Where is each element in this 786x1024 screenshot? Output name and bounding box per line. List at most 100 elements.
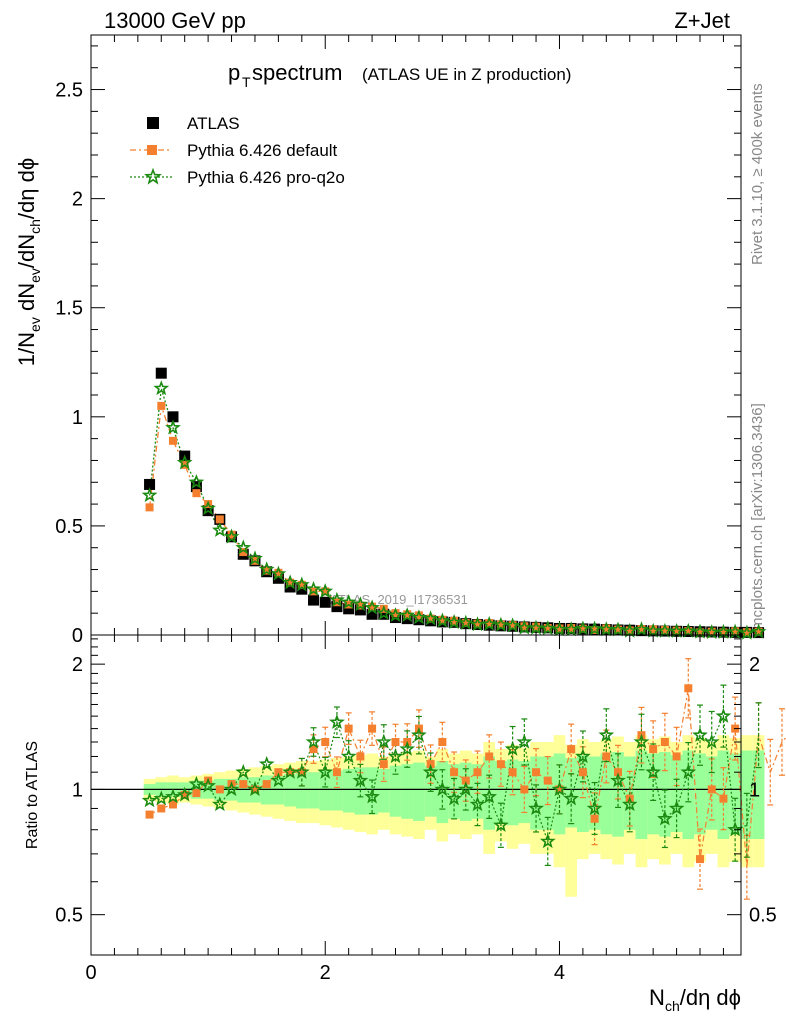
main-axis-ticks: 0 0.5 1 1.5 2 2.5 xyxy=(55,35,741,647)
default-point xyxy=(508,621,517,630)
ratio-default-point xyxy=(719,794,728,803)
x-tick-label: 0 xyxy=(85,962,96,984)
ratio-band-inner xyxy=(413,762,425,821)
title-sub: T xyxy=(242,74,251,90)
ratio-band-inner xyxy=(530,756,542,830)
ratio-default-point xyxy=(707,785,716,794)
default-point xyxy=(321,587,330,596)
legend-proq2o-marker xyxy=(144,167,162,185)
ratio-proq2o-point xyxy=(223,781,240,797)
ratio-proq2o-point xyxy=(539,833,556,849)
ratio-proq2o-point xyxy=(434,781,451,797)
title-paren: (ATLAS UE in Z production) xyxy=(362,65,571,84)
default-point xyxy=(215,515,224,524)
default-point xyxy=(227,530,236,539)
legend-proq2o-label: Pythia 6.426 pro-q2o xyxy=(187,168,345,187)
proq2o-point xyxy=(738,624,755,640)
ratio-proq2o-point xyxy=(469,796,486,812)
title-main: spectrum xyxy=(252,60,342,85)
atlas-point xyxy=(378,608,390,620)
proq2o-point xyxy=(165,419,181,435)
ratio-band-inner xyxy=(600,753,613,835)
atlas-point xyxy=(343,603,355,615)
default-point xyxy=(602,624,611,633)
ratio-default-point xyxy=(286,768,295,777)
proq2o-point xyxy=(645,622,662,638)
ratio-default-point xyxy=(590,814,599,823)
ratio-proq2o-point xyxy=(504,740,521,756)
proq2o-point xyxy=(387,607,404,623)
ratio-proq2o-point xyxy=(657,810,673,826)
process-label: Z+Jet xyxy=(674,8,730,33)
ratio-proq2o-point xyxy=(317,763,334,779)
main-panel: 00.511.522.5 ATLAS_2019_I1736531 xyxy=(55,34,767,647)
ratio-proq2o-point xyxy=(258,755,275,771)
proq2o-point xyxy=(176,454,193,470)
ratio-band-inner xyxy=(670,754,683,833)
legend-star-shape xyxy=(144,167,162,185)
ratio-default-point xyxy=(672,752,681,761)
proq2o-point xyxy=(551,621,568,637)
default-point xyxy=(485,619,494,627)
ratio-panel: 0.5 0.5 1 1 2 2 0 2 4 xyxy=(55,634,786,984)
atlas-point xyxy=(308,594,320,606)
ratio-y-tick-label-right: 1 xyxy=(749,779,760,801)
ratio-default-point xyxy=(485,752,494,761)
ratio-band-inner xyxy=(694,753,706,835)
default-point xyxy=(614,625,623,634)
default-point xyxy=(543,624,552,633)
ratio-proq2o-point xyxy=(141,792,158,808)
ratio-band-inner xyxy=(635,750,648,840)
title-p: p xyxy=(228,60,240,85)
ratio-proq2o-point xyxy=(200,777,216,793)
ratio-proq2o-point xyxy=(715,707,732,723)
ratio-default-point xyxy=(391,737,400,746)
ratio-proq2o-point xyxy=(375,733,392,749)
ratio-default-point xyxy=(168,800,177,809)
ratio-band-inner xyxy=(389,765,402,817)
proq2o-point xyxy=(610,621,626,637)
default-point xyxy=(426,614,435,623)
ratio-default-point xyxy=(508,768,517,777)
ratio-y-tick-label: 2 xyxy=(72,654,83,676)
ratio-proq2o-point xyxy=(305,733,322,749)
default-point xyxy=(649,625,658,634)
atlas-point xyxy=(144,478,156,490)
ratio-y-tick-label: 0.5 xyxy=(55,905,83,927)
proq2o-point xyxy=(188,474,205,489)
ratio-proq2o-point xyxy=(575,748,591,764)
ratio-proq2o-point xyxy=(235,763,252,779)
proq2o-point xyxy=(247,550,263,566)
main-series xyxy=(141,367,767,640)
proq2o-point xyxy=(223,528,240,544)
ratio-default-point xyxy=(567,745,576,754)
default-point xyxy=(578,624,587,633)
proq2o-point xyxy=(235,539,252,555)
default-point xyxy=(192,489,201,498)
ratio-proq2o-point xyxy=(153,790,170,806)
default-point xyxy=(157,401,166,410)
default-point xyxy=(696,628,705,637)
ratio-default-point xyxy=(461,776,470,785)
atlas-point xyxy=(272,572,284,584)
ratio-proq2o-point xyxy=(282,763,298,779)
y-tick-label: 1.5 xyxy=(55,298,83,320)
default-point xyxy=(403,610,412,619)
ratio-y-tick-label: 1 xyxy=(72,779,83,801)
ratio-proq2o-point xyxy=(446,790,462,806)
ratio-default-line xyxy=(149,688,786,868)
ratio-default-point xyxy=(368,724,377,733)
default-point xyxy=(731,627,740,636)
proq2o-point xyxy=(305,580,322,596)
y-tick-label: 0 xyxy=(72,625,83,647)
ratio-proq2o-point xyxy=(703,733,720,749)
ratio-default-point xyxy=(520,785,529,794)
default-point xyxy=(660,625,669,634)
ratio-proq2o-point xyxy=(668,800,685,816)
proq2o-point xyxy=(539,620,556,636)
ratio-axis-ticks: 0.5 0.5 1 1 2 2 0 2 4 xyxy=(55,635,777,984)
y-tick-label: 2.5 xyxy=(55,80,83,102)
energy-label: 13000 GeV pp xyxy=(104,8,246,33)
ratio-default-point xyxy=(297,768,306,777)
y-tick-label: 2 xyxy=(72,189,83,211)
